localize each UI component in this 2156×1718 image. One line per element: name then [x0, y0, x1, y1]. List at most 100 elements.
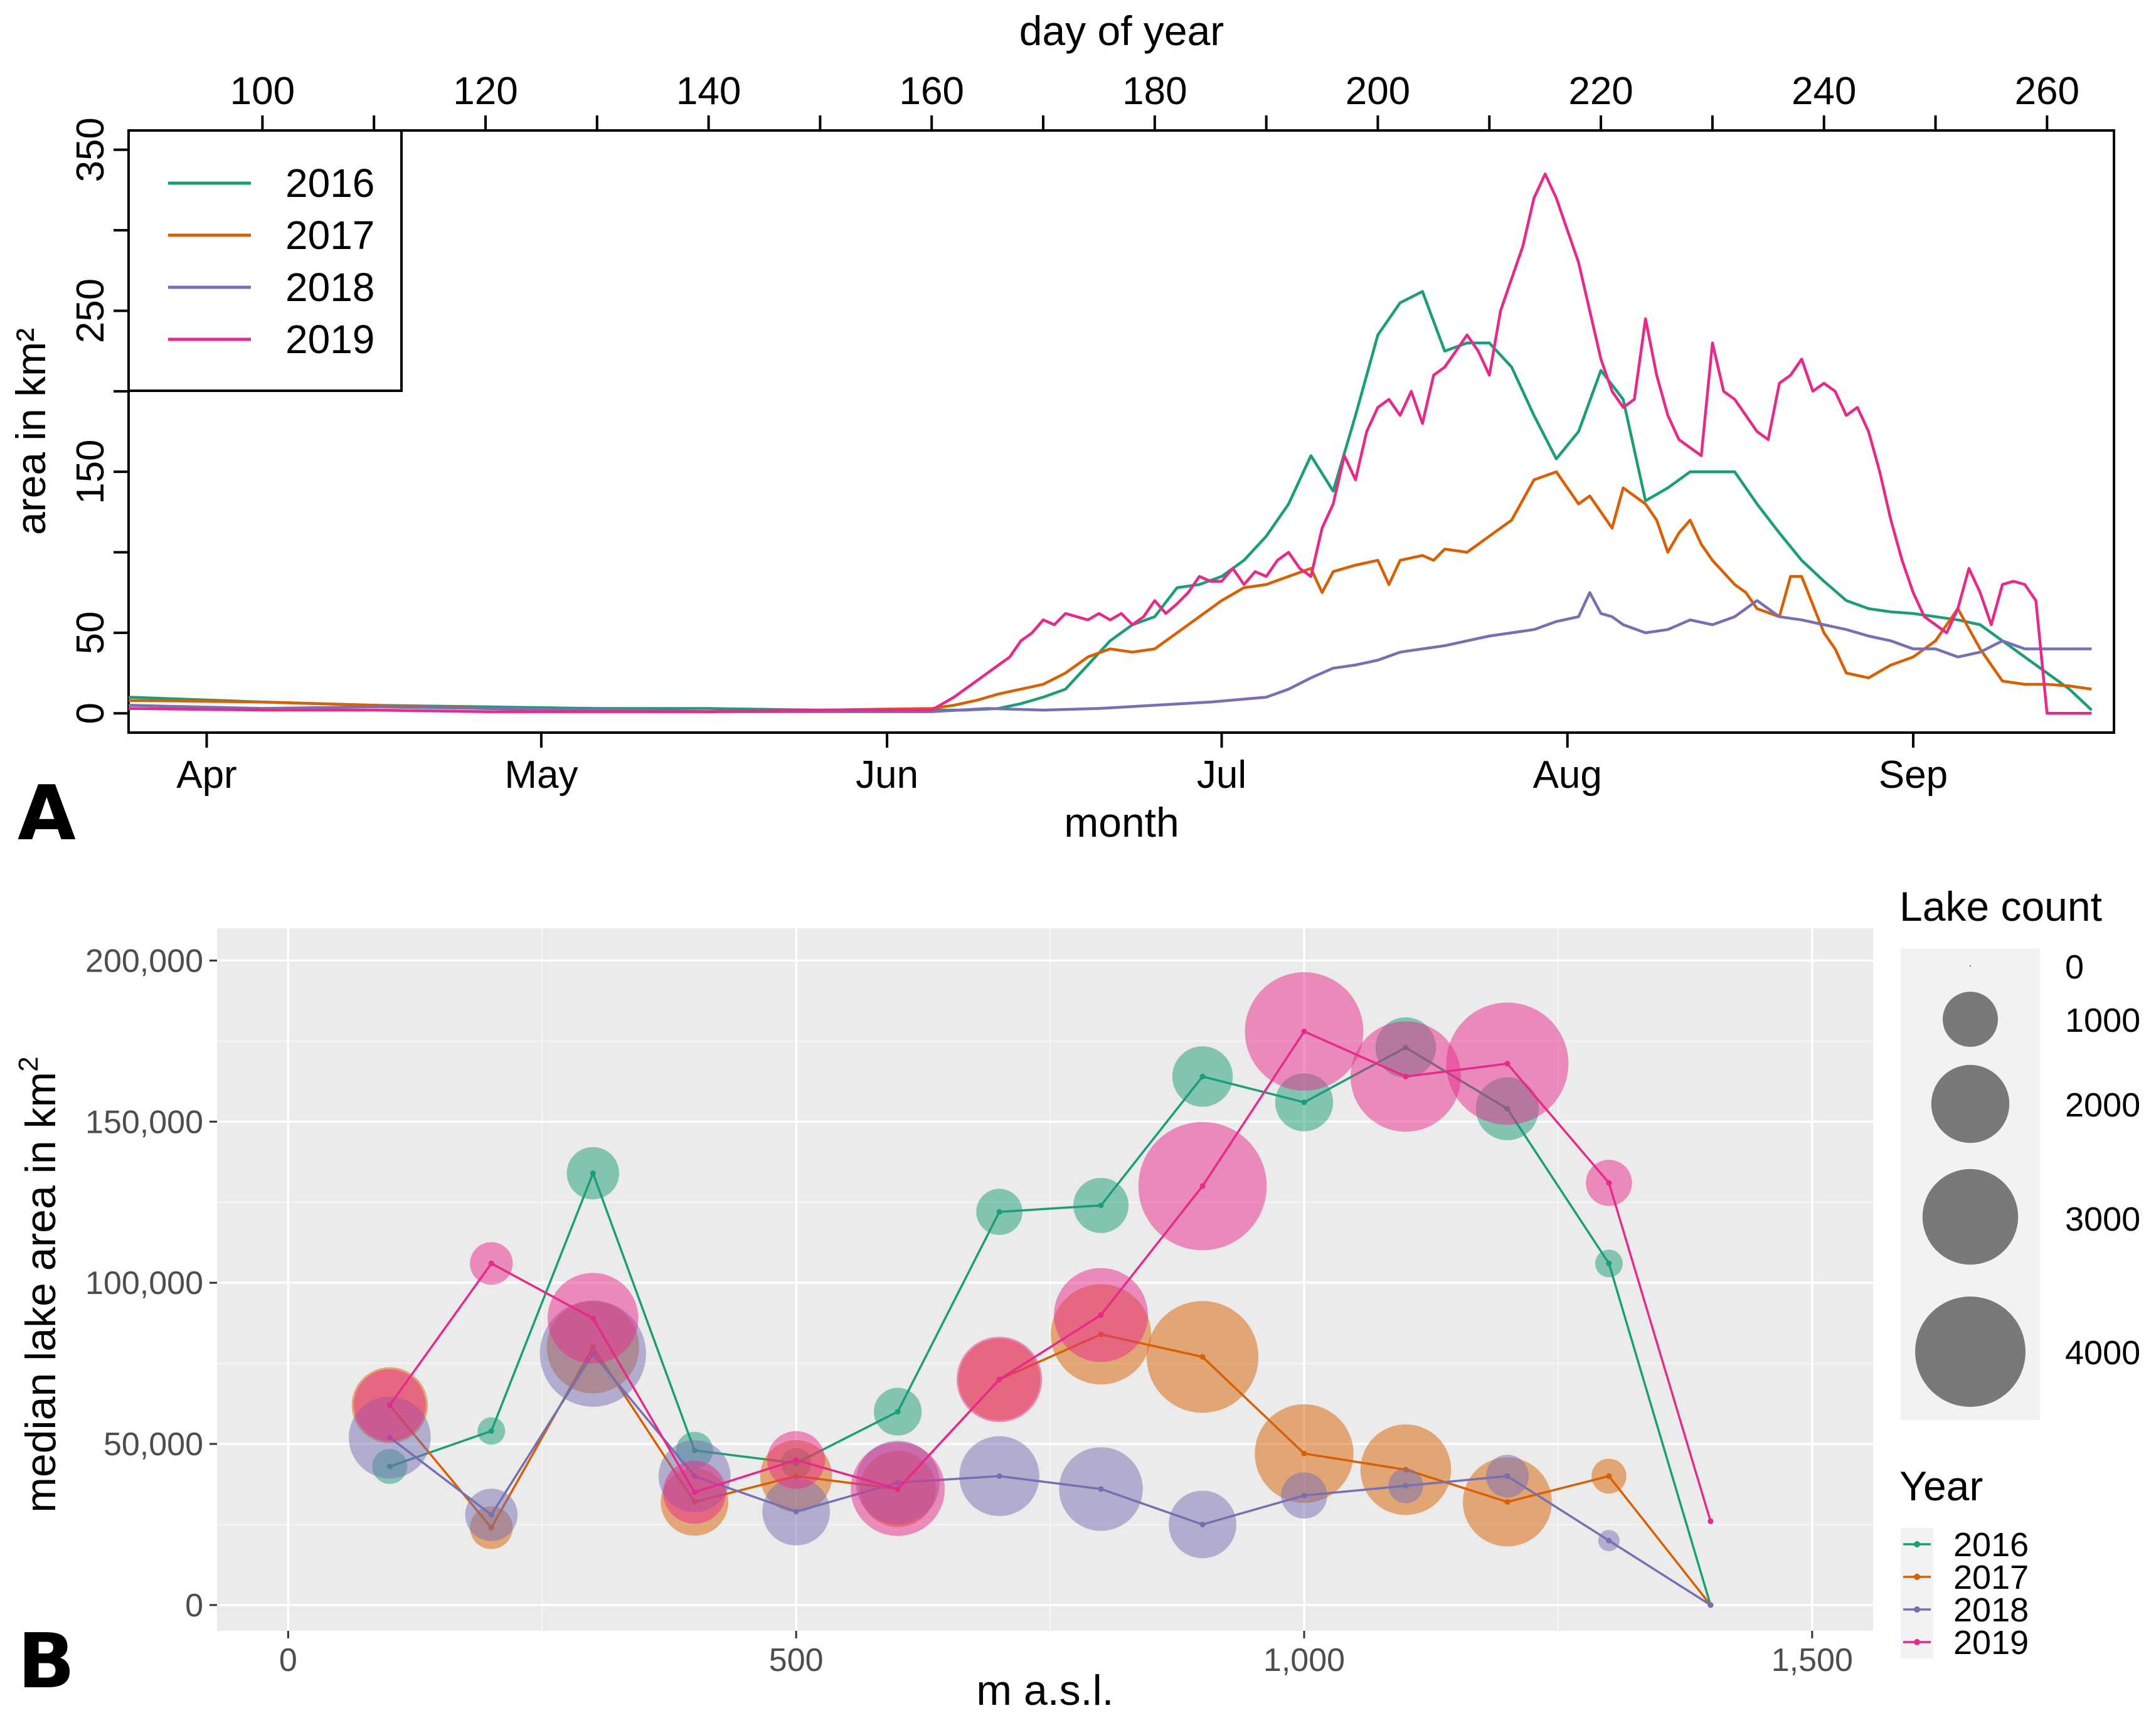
a-month-tick-label: Aug	[1533, 753, 1602, 797]
size-legend-label: 4000	[2065, 1334, 2140, 1372]
panel-a-x-title: month	[1064, 799, 1179, 846]
b-xtick-label: 1,000	[1263, 1642, 1345, 1678]
b-point-2018	[1606, 1537, 1612, 1544]
panel-a-y-axis: 0 50 150 250 350	[69, 117, 129, 724]
a-ytick-label: 150	[69, 439, 112, 504]
size-legend-key	[1943, 992, 1998, 1047]
year-legend-label-2018: 2018	[1953, 1591, 2029, 1629]
panel-b-x-axis: 0 500 1,000 1,500	[279, 1631, 1853, 1678]
b-point-2018	[1403, 1483, 1409, 1489]
b-point-2018	[488, 1512, 494, 1518]
b-xtick-label: 1,500	[1771, 1642, 1853, 1678]
panel-b-plot-area	[217, 928, 1873, 1631]
size-legend-label: 3000	[2065, 1201, 2140, 1238]
panel-a: 0 50 150 250 350 Apr May Jun Jul Aug Sep 100 120 14…	[8, 8, 2115, 857]
b-point-2019	[1403, 1073, 1409, 1079]
b-point-2019	[1199, 1183, 1206, 1189]
b-point-2016	[488, 1428, 494, 1434]
size-legend-key	[1931, 1064, 2010, 1143]
b-point-2017	[1504, 1498, 1511, 1505]
size-legend-key	[1922, 1169, 2019, 1265]
b-ytick-label: 200,000	[85, 943, 203, 979]
b-point-2016	[1606, 1260, 1612, 1266]
a-month-tick-label: Apr	[176, 753, 236, 797]
year-legend-label-2017: 2017	[1953, 1559, 2029, 1596]
panel-b-y-title: median lake area in km2	[13, 1056, 65, 1513]
b-point-2017	[1301, 1450, 1307, 1456]
panel-a-y-title: area in km²	[8, 328, 54, 535]
size-legend-label: 2000	[2065, 1086, 2140, 1124]
a-doy-tick-label: 120	[453, 70, 518, 113]
a-series-line-2018	[129, 591, 2092, 713]
a-legend-label-2019: 2019	[285, 317, 374, 362]
b-point-2018	[1707, 1602, 1714, 1608]
b-point-2016	[895, 1409, 901, 1415]
a-doy-tick-label: 240	[1792, 70, 1856, 113]
panel-a-label: A	[18, 770, 76, 857]
b-ytick-label: 50,000	[104, 1426, 203, 1463]
size-legend-key	[1915, 1296, 2026, 1407]
year-legend-dot-2019	[1914, 1639, 1920, 1645]
year-legend-dot-2016	[1914, 1541, 1920, 1547]
b-point-2017	[1606, 1473, 1612, 1479]
a-ytick-label: 350	[69, 117, 112, 182]
panel-b-series	[349, 972, 1714, 1608]
b-point-2019	[895, 1486, 901, 1492]
b-point-2019	[1707, 1518, 1714, 1524]
panel-b-y-title-group: median lake area in km2	[13, 1056, 65, 1513]
a-ytick-label: 0	[69, 703, 112, 724]
year-legend-label-2016: 2016	[1953, 1526, 2029, 1564]
b-point-2019	[996, 1376, 1002, 1382]
b-point-2018	[996, 1473, 1002, 1479]
b-point-2018	[1301, 1492, 1307, 1498]
panel-b-gridlines	[217, 928, 1873, 1631]
panel-b-y-title-sup: 2	[13, 1056, 44, 1071]
b-point-2019	[1606, 1180, 1612, 1186]
panel-a-x-axis: Apr May Jun Jul Aug Sep	[176, 733, 1948, 797]
b-xtick-label: 500	[769, 1642, 824, 1678]
b-point-2016	[1199, 1073, 1206, 1079]
a-doy-tick-label: 100	[230, 70, 295, 113]
b-point-2019	[1301, 1028, 1307, 1034]
panel-a-plot-area	[127, 129, 2115, 734]
b-point-2016	[996, 1209, 1002, 1215]
a-doy-tick-label: 220	[1568, 70, 1633, 113]
a-doy-tick-label: 160	[899, 70, 964, 113]
a-month-tick-label: May	[504, 753, 578, 797]
a-ytick-label: 50	[69, 611, 112, 654]
panel-a-top-axis: 100 120 140 160 180 200 220 240 260	[230, 70, 2079, 130]
b-point-2018	[1199, 1521, 1206, 1527]
b-point-2019	[1098, 1312, 1104, 1318]
a-legend-label-2017: 2017	[285, 213, 374, 258]
b-point-2018	[1098, 1486, 1104, 1492]
panel-b-label: B	[18, 1618, 75, 1705]
b-point-2019	[691, 1489, 698, 1495]
panel-b-y-axis: 0 50,000 100,000 150,000 200,000	[85, 943, 217, 1624]
b-point-2016	[1301, 1099, 1307, 1105]
year-legend-dot-2017	[1914, 1574, 1920, 1580]
b-point-2016	[590, 1170, 596, 1176]
size-legend-title: Lake count	[1899, 883, 2102, 930]
panel-b-size-legend: Lake count 0 1000 2000 3000 4000	[1899, 883, 2140, 1420]
size-legend-key	[1969, 965, 1972, 967]
b-point-2016	[1098, 1202, 1104, 1209]
a-series-line-2019	[129, 172, 2092, 715]
a-doy-tick-label: 180	[1122, 70, 1187, 113]
size-legend-label: 0	[2065, 948, 2084, 986]
panel-b-x-title: m a.s.l.	[976, 1667, 1113, 1714]
b-point-2019	[488, 1260, 494, 1266]
a-legend-label-2016: 2016	[285, 161, 374, 206]
a-series-line-2017	[129, 470, 2092, 713]
b-ytick-label: 0	[185, 1588, 203, 1624]
a-month-tick-label: Jun	[856, 753, 918, 797]
year-legend-label-2019: 2019	[1953, 1624, 2029, 1662]
b-point-2018	[793, 1509, 799, 1515]
b-ytick-label: 100,000	[85, 1265, 203, 1302]
panel-a-legend-box	[127, 129, 403, 392]
b-point-2019	[1504, 1061, 1511, 1067]
panel-b-y-title-main: median lake area in km	[17, 1072, 65, 1513]
a-series-line-2016	[129, 290, 2093, 712]
b-point-2019	[386, 1402, 393, 1408]
